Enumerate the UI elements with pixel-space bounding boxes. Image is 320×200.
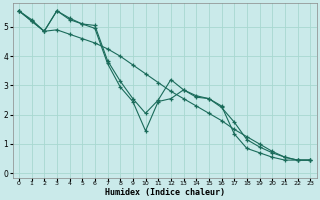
- X-axis label: Humidex (Indice chaleur): Humidex (Indice chaleur): [105, 188, 225, 197]
